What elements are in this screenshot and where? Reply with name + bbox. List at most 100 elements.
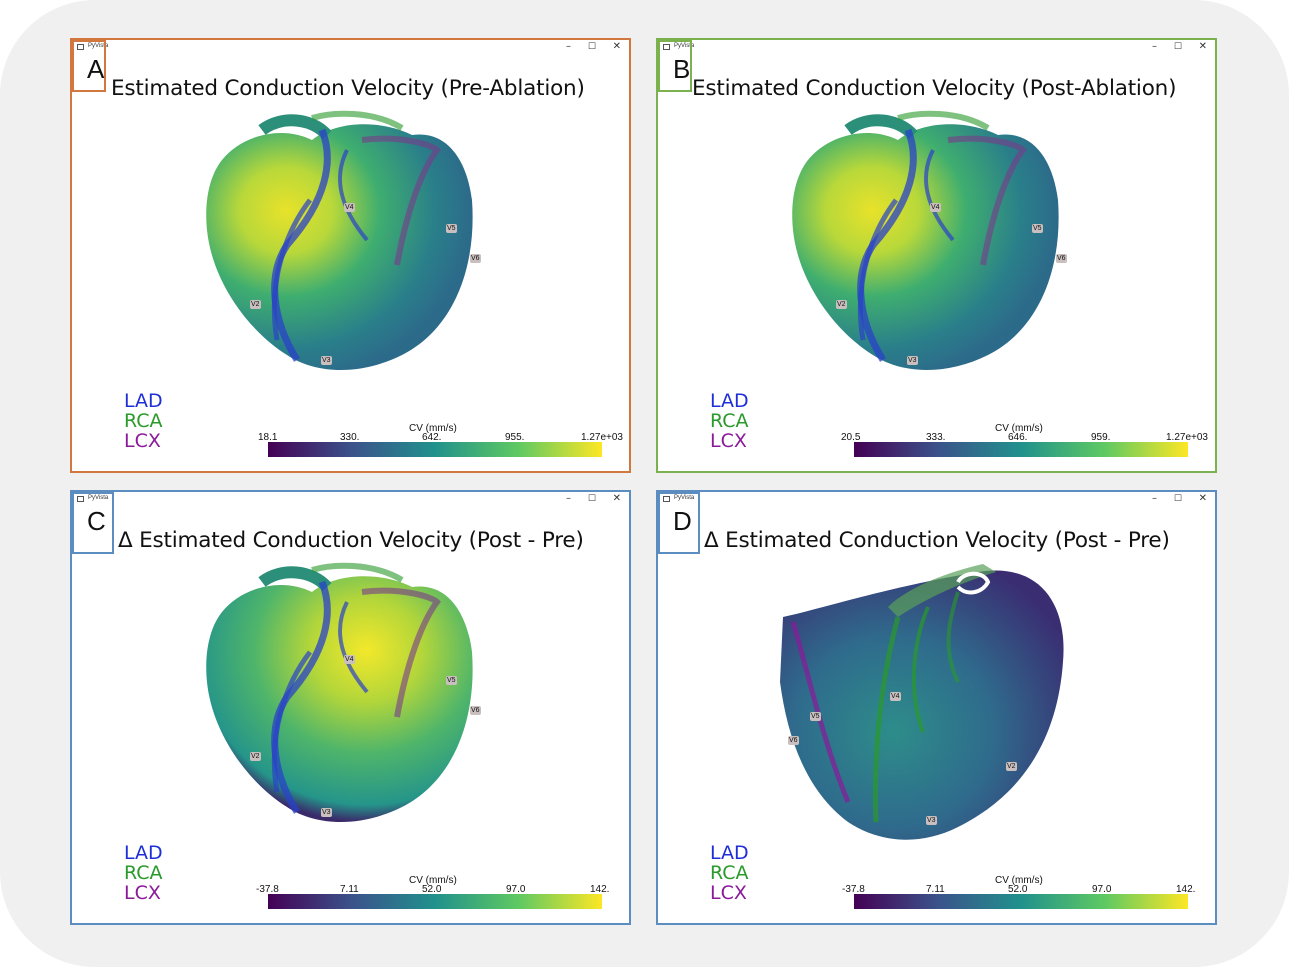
colorbar-tick: 20.5 [841, 432, 861, 443]
colorbar-tick: -37.8 [256, 884, 279, 895]
colorbar [268, 442, 602, 457]
close-button[interactable]: ✕ [1198, 41, 1207, 52]
electrode-label: V3 [321, 356, 332, 365]
colorbar-tick: 330. [340, 432, 360, 443]
electrode-label: V5 [446, 676, 457, 685]
maximize-button[interactable]: ☐ [587, 42, 596, 52]
colorbar-tick: 97.0 [1092, 884, 1112, 895]
heart-model[interactable] [658, 40, 1215, 471]
colorbar [268, 894, 602, 909]
window-titlebar: PyVista – ☐ ✕ [658, 40, 1215, 56]
electrode-label: V6 [788, 736, 799, 745]
app-icon [77, 44, 84, 50]
maximize-button[interactable]: ☐ [1173, 494, 1182, 504]
colorbar-title: CV (mm/s) [995, 875, 1043, 886]
electrode-label: V2 [836, 300, 847, 309]
window-titlebar: PyVista – ☐ ✕ [72, 492, 629, 508]
colorbar [854, 894, 1188, 909]
legend-lcx: LCX [124, 882, 161, 904]
window-titlebar: PyVista – ☐ ✕ [72, 40, 629, 56]
colorbar-tick: 642. [422, 432, 442, 443]
legend-lcx: LCX [710, 430, 747, 452]
legend-rca: RCA [124, 862, 163, 884]
colorbar-tick: 646. [1008, 432, 1028, 443]
panel-letter: C [87, 506, 106, 536]
colorbar-tick: 1.27e+03 [581, 432, 623, 443]
app-icon [663, 44, 670, 50]
electrode-label: V4 [930, 203, 941, 212]
vessel-legend: LAD RCA LCX [710, 391, 749, 451]
app-name: PyVista [674, 43, 695, 49]
maximize-button[interactable]: ☐ [587, 494, 596, 504]
panel-title: Δ Estimated Conduction Velocity (Post - … [704, 528, 1170, 553]
electrode-label: V2 [250, 300, 261, 309]
legend-lcx: LCX [710, 882, 747, 904]
colorbar-tick: 955. [505, 432, 525, 443]
electrode-label: V2 [250, 752, 261, 761]
app-name: PyVista [88, 43, 109, 49]
panel-letter: D [673, 506, 692, 536]
electrode-label: V4 [344, 655, 355, 664]
legend-lad: LAD [124, 842, 163, 864]
legend-lad: LAD [710, 390, 749, 412]
panel-title: Estimated Conduction Velocity (Pre-Ablat… [111, 76, 585, 101]
app-icon [77, 496, 84, 502]
minimize-button[interactable]: – [566, 493, 571, 504]
colorbar-tick: 142. [590, 884, 610, 895]
colorbar-tick: 18.1 [258, 432, 278, 443]
electrode-label: V3 [926, 816, 937, 825]
legend-lad: LAD [710, 842, 749, 864]
electrode-label: V4 [890, 692, 901, 701]
electrode-label: V6 [1056, 254, 1067, 263]
colorbar-tick: 52.0 [422, 884, 442, 895]
window-titlebar: PyVista – ☐ ✕ [658, 492, 1215, 508]
electrode-label: V2 [1006, 762, 1017, 771]
colorbar-tick: 142. [1176, 884, 1196, 895]
colorbar-title: CV (mm/s) [995, 423, 1043, 434]
maximize-button[interactable]: ☐ [1173, 42, 1182, 52]
legend-lcx: LCX [124, 430, 161, 452]
panel-label-box: D [658, 492, 700, 554]
vessel-legend: LAD RCA LCX [710, 843, 749, 903]
colorbar-tick: 7.11 [340, 884, 359, 895]
app-icon [663, 496, 670, 502]
vessel-legend: LAD RCA LCX [124, 843, 163, 903]
colorbar-tick: 959. [1091, 432, 1111, 443]
heart-model[interactable] [72, 40, 629, 471]
close-button[interactable]: ✕ [1198, 493, 1207, 504]
minimize-button[interactable]: – [566, 41, 571, 52]
panel-title: Δ Estimated Conduction Velocity (Post - … [118, 528, 584, 553]
colorbar [854, 442, 1188, 457]
render-window-delta-posterior: PyVista – ☐ ✕ D Δ Estimated Conduction V… [656, 490, 1217, 925]
legend-lad: LAD [124, 390, 163, 412]
minimize-button[interactable]: – [1152, 41, 1157, 52]
panel-label-box: B [658, 40, 692, 92]
electrode-label: V5 [810, 712, 821, 721]
minimize-button[interactable]: – [1152, 493, 1157, 504]
electrode-label: V3 [321, 808, 332, 817]
legend-rca: RCA [124, 410, 163, 432]
electrode-label: V3 [907, 356, 918, 365]
colorbar-tick: 1.27e+03 [1166, 432, 1208, 443]
colorbar-title: CV (mm/s) [409, 875, 457, 886]
app-name: PyVista [88, 495, 109, 501]
electrode-label: V5 [446, 224, 457, 233]
render-window-post-ablation: PyVista – ☐ ✕ B Estimated Conduction Vel… [656, 38, 1217, 473]
electrode-label: V6 [470, 254, 481, 263]
heart-model[interactable] [658, 492, 1215, 923]
heart-model[interactable] [72, 492, 629, 923]
close-button[interactable]: ✕ [612, 41, 621, 52]
vessel-legend: LAD RCA LCX [124, 391, 163, 451]
colorbar-tick: 333. [926, 432, 946, 443]
colorbar-tick: 97.0 [506, 884, 526, 895]
close-button[interactable]: ✕ [612, 493, 621, 504]
colorbar-title: CV (mm/s) [409, 423, 457, 434]
colorbar-tick: 7.11 [926, 884, 945, 895]
electrode-label: V5 [1032, 224, 1043, 233]
render-window-delta-anterior: PyVista – ☐ ✕ C Δ Estimated Conduction V… [70, 490, 631, 925]
panel-label-box: A [72, 40, 106, 92]
legend-rca: RCA [710, 862, 749, 884]
legend-rca: RCA [710, 410, 749, 432]
colorbar-tick: 52.0 [1008, 884, 1028, 895]
colorbar-tick: -37.8 [842, 884, 865, 895]
